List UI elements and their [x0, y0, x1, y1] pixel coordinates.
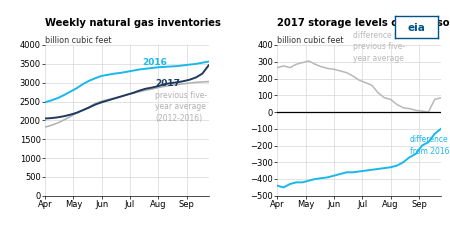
Text: billion cubic feet: billion cubic feet [277, 36, 344, 45]
Text: 2017: 2017 [155, 79, 180, 88]
Text: 2016: 2016 [143, 58, 167, 67]
Text: difference from
previous five-
year average: difference from previous five- year aver… [353, 31, 412, 63]
Text: eia: eia [408, 23, 425, 33]
Text: previous five-
year average
(2012-2016): previous five- year average (2012-2016) [155, 91, 207, 123]
Text: 2017 storage levels comparisons: 2017 storage levels comparisons [277, 18, 450, 28]
Text: billion cubic feet: billion cubic feet [45, 36, 112, 45]
Text: difference
from 2016: difference from 2016 [410, 135, 449, 155]
Text: Weekly natural gas inventories: Weekly natural gas inventories [45, 18, 221, 28]
